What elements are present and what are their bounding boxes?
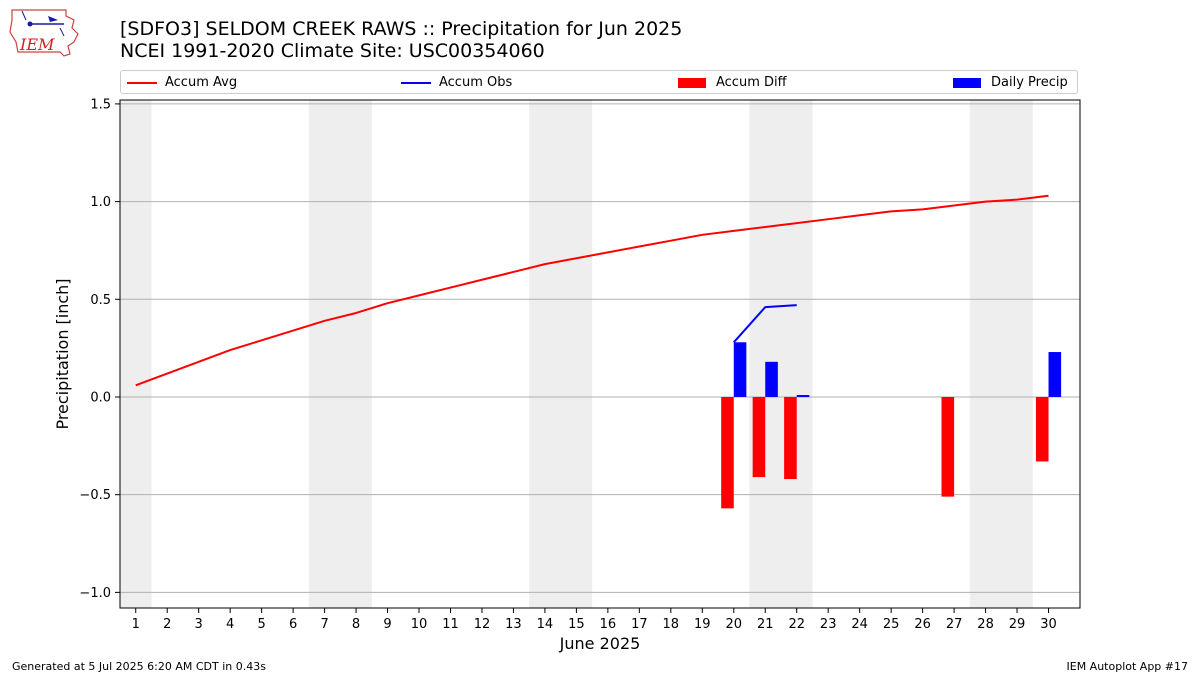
weekend-band-0: [120, 100, 152, 608]
x-tick-label-17: 17: [631, 617, 648, 632]
x-tick-label-13: 13: [505, 617, 522, 632]
x-tick-label-9: 9: [383, 617, 391, 632]
y-axis-label: Precipitation [inch]: [53, 278, 72, 429]
x-tick-label-1: 1: [132, 617, 140, 632]
x-tick-label-29: 29: [1009, 617, 1026, 632]
y-tick-label-2: 0.0: [90, 390, 111, 405]
bar-accum-diff-day-27: [941, 396, 955, 497]
logo-text: IEM: [19, 35, 55, 54]
bar-daily-precip-day-30: [1048, 352, 1062, 397]
chart-subtitle: NCEI 1991-2020 Climate Site: USC00354060: [120, 40, 545, 62]
x-tick-label-6: 6: [289, 617, 297, 632]
y-tick-label-5: 1.5: [90, 97, 111, 112]
y-tick-label-1: −0.5: [79, 488, 111, 503]
x-tick-label-7: 7: [320, 617, 328, 632]
legend-swatch-accum-avg: [127, 82, 157, 84]
footer-app-id: IEM Autoplot App #17: [1066, 660, 1189, 673]
bar-daily-precip-day-21: [765, 361, 778, 397]
legend-swatch-daily-precip: [953, 78, 981, 88]
x-tick-label-3: 3: [195, 617, 203, 632]
plot-frame: [119, 99, 1081, 609]
x-tick-label-12: 12: [474, 617, 491, 632]
chart-title: [SDFO3] SELDOM CREEK RAWS :: Precipitati…: [120, 18, 683, 40]
x-tick-label-11: 11: [442, 617, 459, 632]
x-tick-label-24: 24: [851, 617, 868, 632]
legend-label-accum-obs: Accum Obs: [439, 75, 513, 90]
x-tick-label-22: 22: [788, 617, 805, 632]
x-tick-label-23: 23: [820, 617, 837, 632]
bar-accum-diff-day-21: [752, 396, 766, 478]
weekend-band-1: [308, 100, 372, 608]
legend-swatch-accum-obs: [401, 82, 431, 84]
x-tick-label-5: 5: [257, 617, 265, 632]
x-tick-label-10: 10: [411, 617, 428, 632]
bar-accum-diff-day-22: [784, 396, 797, 480]
x-tick-label-14: 14: [537, 617, 554, 632]
bar-accum-diff-day-30: [1035, 396, 1049, 462]
x-tick-label-2: 2: [163, 617, 171, 632]
x-tick-label-30: 30: [1040, 617, 1057, 632]
legend-label-daily-precip: Daily Precip: [991, 75, 1068, 90]
iem-logo: IEM: [9, 9, 79, 57]
x-tick-label-25: 25: [883, 617, 900, 632]
legend-swatch-accum-diff: [678, 78, 706, 88]
x-tick-label-15: 15: [568, 617, 585, 632]
legend: Accum Avg Accum Obs Accum Diff Daily Pre…: [120, 70, 1078, 94]
y-tick-label-3: 0.5: [90, 293, 111, 308]
bar-accum-diff-day-20: [721, 396, 734, 509]
legend-label-accum-avg: Accum Avg: [165, 75, 238, 90]
series-line-accum-avg: [135, 194, 1049, 387]
weekend-band-4: [969, 100, 1033, 608]
weekend-band-2: [529, 100, 593, 608]
y-tick-label-4: 1.0: [90, 195, 111, 210]
x-tick-label-4: 4: [226, 617, 234, 632]
x-tick-label-19: 19: [694, 617, 711, 632]
bar-daily-precip-day-22: [796, 395, 810, 397]
x-tick-label-18: 18: [663, 617, 680, 632]
weekend-band-3: [749, 100, 813, 608]
bar-daily-precip-day-20: [733, 342, 747, 397]
x-tick-label-20: 20: [725, 617, 742, 632]
x-tick-label-8: 8: [352, 617, 360, 632]
series-line-accum-obs: [733, 304, 797, 343]
x-tick-label-28: 28: [977, 617, 994, 632]
y-tick-label-0: −1.0: [79, 586, 111, 601]
x-tick-label-26: 26: [914, 617, 931, 632]
x-tick-label-21: 21: [757, 617, 774, 632]
x-tick-label-16: 16: [600, 617, 617, 632]
footer-generated: Generated at 5 Jul 2025 6:20 AM CDT in 0…: [12, 660, 266, 673]
legend-label-accum-diff: Accum Diff: [716, 75, 787, 90]
x-axis-label: June 2025: [559, 634, 641, 653]
x-tick-label-27: 27: [946, 617, 963, 632]
